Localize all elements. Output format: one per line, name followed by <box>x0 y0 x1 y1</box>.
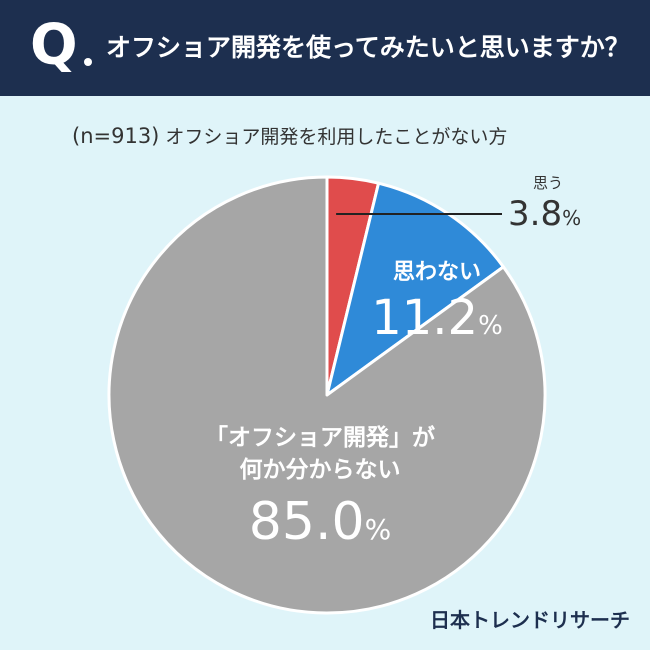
slice-value-agree: 3.8% <box>508 192 608 236</box>
slice-value-unknown: 85.0% <box>170 490 470 554</box>
unknown-unit: % <box>364 513 392 546</box>
agree-label-text: 思う <box>532 174 563 192</box>
slice-label-agree: 思う <box>518 174 578 192</box>
chart-subtitle: (n=913) オフショア開発を利用したことがない方 <box>72 122 507 151</box>
unknown-value: 85.0 <box>248 492 365 552</box>
agree-value: 3.8 <box>508 194 563 234</box>
unknown-label-line2: 何か分からない <box>239 457 401 483</box>
brand-logo: 日本トレンドリサーチ <box>430 608 630 632</box>
sample-size: (n=913) <box>72 124 160 148</box>
q-mark: Q <box>30 13 78 78</box>
header-banner: Q オフショア開発を使ってみたいと思いますか？ <box>0 0 650 96</box>
agree-unit: % <box>562 206 582 230</box>
unknown-label-line1: 「オフショア開発」が <box>205 425 435 451</box>
disagree-label-text: 思わない <box>392 260 481 285</box>
disagree-value: 11.2 <box>371 290 479 346</box>
slice-label-unknown: 「オフショア開発」が 何か分からない <box>170 422 470 486</box>
slice-unknown <box>107 175 547 615</box>
respondent-description: オフショア開発を利用したことがない方 <box>165 126 508 148</box>
disagree-unit: % <box>478 311 503 341</box>
slice-label-disagree: 思わない <box>372 258 502 288</box>
slice-value-disagree: 11.2% <box>362 288 512 348</box>
q-dot-icon <box>84 58 92 66</box>
question-title: オフショア開発を使ってみたいと思いますか？ <box>106 33 630 62</box>
pie-slices <box>107 175 547 615</box>
